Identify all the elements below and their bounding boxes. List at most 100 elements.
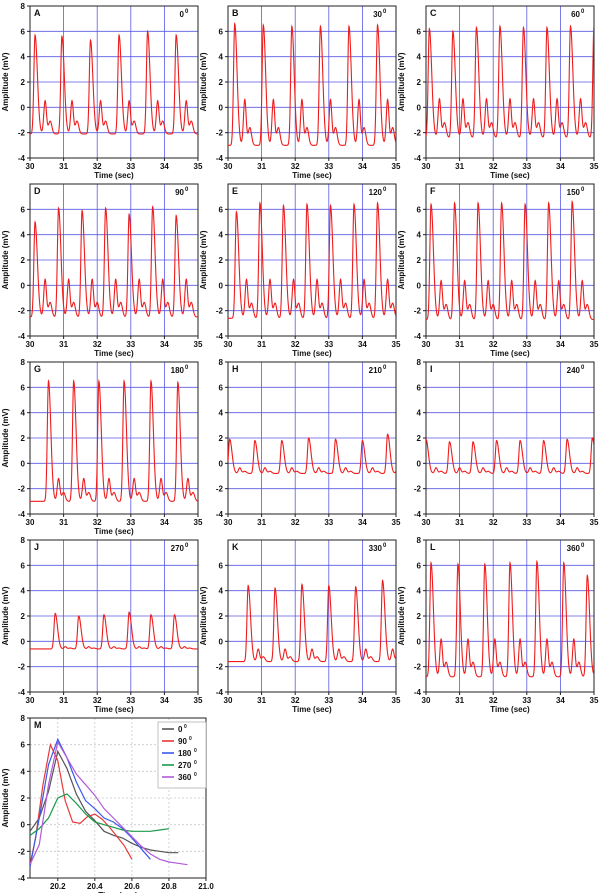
panel-m: 20.2 20.4 20.6 20.8 21.0 -4 -2 0 2 4 6 8 Time (sec) A… <box>0 712 214 893</box>
x-tick-label: 33 <box>126 340 135 349</box>
series-line-360 <box>30 740 188 866</box>
x-axis-label: Time (sec) <box>94 527 134 536</box>
x-tick-label: 31 <box>455 696 464 705</box>
signal-line <box>228 21 396 146</box>
legend-label: 360 <box>178 773 192 782</box>
x-tick-label: 35 <box>194 696 203 705</box>
y-tick-label: -4 <box>414 688 422 697</box>
angle-unit: 0 <box>383 187 387 193</box>
chart-svg-l: 30 31 32 33 34 35 -4 -2 0 2 4 6 8 Time (sec) Amplitude… <box>397 536 599 714</box>
y-tick-label: -4 <box>414 332 422 341</box>
y-axis-label: Amplitude (mV) <box>397 586 406 645</box>
x-tick-label: 34 <box>556 518 565 527</box>
panel-f: 30 31 32 33 34 35 -4 -2 0 2 4 6 Time (sec) Amplitude … <box>396 178 599 358</box>
x-tick-label: 35 <box>590 518 599 527</box>
signal-line <box>228 201 396 319</box>
y-tick-label: 8 <box>21 358 26 367</box>
x-tick-label: 32 <box>291 162 300 171</box>
x-tick-label: 31 <box>455 518 464 527</box>
y-tick-label: 8 <box>21 714 26 723</box>
y-tick-label: -2 <box>414 307 422 316</box>
panel-letter: D <box>34 186 41 196</box>
x-tick-label: 21.0 <box>198 882 214 891</box>
signal-line <box>30 611 198 650</box>
y-tick-label: 6 <box>219 205 224 214</box>
angle-unit: 0 <box>383 9 387 15</box>
panel-letter: G <box>34 364 41 374</box>
y-tick-label: 2 <box>417 434 422 443</box>
y-tick-label: 6 <box>417 205 422 214</box>
x-tick-label: 34 <box>358 696 367 705</box>
x-tick-label: 32 <box>291 518 300 527</box>
gridlines <box>425 361 595 515</box>
y-tick-label: 8 <box>417 358 422 367</box>
y-tick-label: 0 <box>417 459 422 468</box>
angle-unit: 0 <box>185 365 189 371</box>
x-tick-label: 35 <box>392 162 401 171</box>
x-tick-label: 30 <box>224 162 233 171</box>
x-tick-label: 33 <box>522 696 531 705</box>
panel-h: 30 31 32 33 34 35 -4 -2 0 2 4 6 8 H 210 0 <box>198 356 401 534</box>
x-axis-label: Time (sec) <box>94 705 134 714</box>
y-tick-label: 4 <box>21 53 26 62</box>
x-tick-label: 34 <box>556 340 565 349</box>
x-tick-label: 34 <box>556 162 565 171</box>
y-tick-label: -2 <box>18 485 26 494</box>
chart-svg-a: 30 31 32 33 34 35 -4 -2 0 2 4 6 8 Time (sec) Amplitude… <box>1 2 203 180</box>
gridlines <box>227 6 397 159</box>
angle-label: 270 <box>171 544 185 553</box>
y-axis-label: Amplitude (mV) <box>397 52 406 111</box>
y-tick-label: -2 <box>216 485 224 494</box>
x-tick-label: 34 <box>358 162 367 171</box>
y-tick-label: 4 <box>219 53 224 62</box>
angle-unit: 0 <box>185 187 189 193</box>
x-tick-label: 34 <box>358 340 367 349</box>
x-tick-label: 30 <box>224 518 233 527</box>
y-tick-label: 4 <box>21 587 26 596</box>
x-tick-label: 34 <box>160 696 169 705</box>
x-tick-label: 31 <box>257 340 266 349</box>
x-axis-label: Time (sec) <box>292 171 332 180</box>
y-tick-label: 6 <box>417 27 422 36</box>
panel-g: 30 31 32 33 34 35 -4 -2 0 2 4 6 8 Time (sec) Amplitude… <box>0 356 203 536</box>
x-tick-label: 33 <box>126 518 135 527</box>
x-tick-label: 35 <box>194 518 203 527</box>
y-tick-label: 6 <box>21 741 26 750</box>
y-tick-label: -4 <box>18 874 26 883</box>
y-tick-label: 0 <box>417 637 422 646</box>
signal-line <box>228 433 396 475</box>
y-tick-label: 6 <box>417 561 422 570</box>
y-tick-label: 2 <box>219 434 224 443</box>
y-tick-label: 2 <box>219 612 224 621</box>
x-tick-label: 32 <box>93 340 102 349</box>
y-tick-label: 2 <box>417 256 422 265</box>
x-tick-label: 30 <box>422 340 431 349</box>
series-line-270 <box>30 793 170 836</box>
y-tick-label: 4 <box>417 53 422 62</box>
x-tick-label: 30 <box>422 518 431 527</box>
chart-svg-f: 30 31 32 33 34 35 -4 -2 0 2 4 6 Time (sec) Amplitude … <box>397 183 599 358</box>
gridlines <box>29 5 199 159</box>
angle-label: 210 <box>369 366 383 375</box>
angle-label: 0 <box>180 10 185 19</box>
chart-svg-j: 30 31 32 33 34 35 -4 -2 0 2 4 6 8 Time (sec) Amplitude… <box>1 536 203 714</box>
gridlines <box>29 361 199 515</box>
x-tick-label: 31 <box>455 340 464 349</box>
x-tick-label: 35 <box>590 696 599 705</box>
y-tick-label: 4 <box>417 231 422 240</box>
x-tick-label: 33 <box>522 162 531 171</box>
x-tick-label: 30 <box>26 696 35 705</box>
x-tick-label: 32 <box>489 340 498 349</box>
chart-svg-d: 30 31 32 33 34 35 -4 -2 0 2 4 6 Time (sec) Amplitude … <box>1 183 203 358</box>
y-tick-label: -2 <box>216 129 224 138</box>
y-tick-label: -4 <box>216 154 224 163</box>
legend-label: 180 <box>178 749 192 758</box>
panel-letter: B <box>232 8 239 18</box>
y-tick-label: 2 <box>21 256 26 265</box>
gridlines <box>227 184 397 337</box>
x-axis-label: Time (sec) <box>490 171 530 180</box>
x-tick-label: 33 <box>126 162 135 171</box>
panel-e: 30 31 32 33 34 35 -4 -2 0 2 4 6 Time (sec) Amplitude … <box>198 178 401 358</box>
signal-line <box>30 379 198 502</box>
